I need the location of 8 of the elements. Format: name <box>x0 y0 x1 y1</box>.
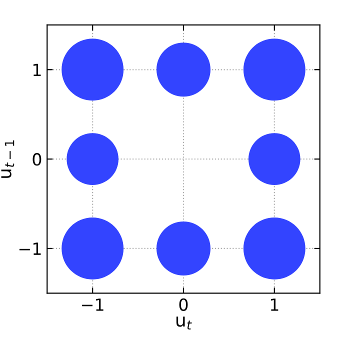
y-tick-label: 0 <box>32 153 42 166</box>
y-axis-title: u$_{t−1}$ <box>1 140 14 178</box>
x-tick-label: 0 <box>179 298 188 311</box>
x-tick-label: 1 <box>270 298 278 311</box>
x-tick-label: −1 <box>82 298 104 311</box>
y-tick-label: 1 <box>33 64 41 76</box>
y-tick-label: −1 <box>19 242 41 255</box>
x-axis-title: u$_{t}$ <box>176 316 192 330</box>
